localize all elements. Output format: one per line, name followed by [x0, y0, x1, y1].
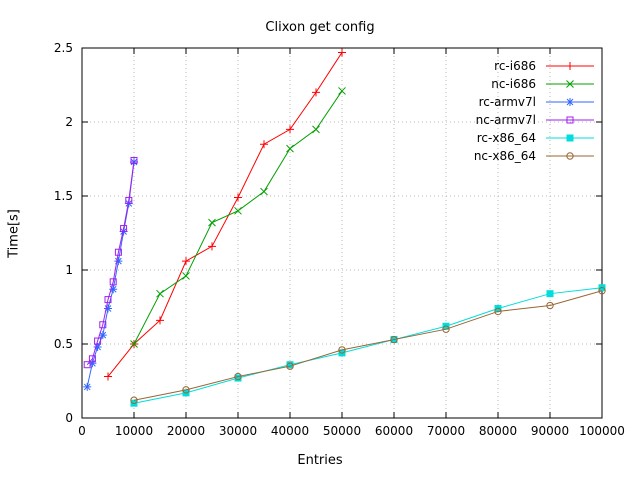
legend: rc-i686 nc-i686 rc-armv7l nc-armv7l rc-x86_6… [474, 59, 594, 163]
series-line-nc-armv7l [86, 160, 135, 366]
x-tick-label: 50000 [323, 424, 361, 438]
series-nc-x86_64 [130, 287, 606, 404]
series-line-nc-x86_64 [133, 290, 603, 401]
legend-item-rc-armv7l: rc-armv7l [479, 95, 594, 109]
tick-labels: 0 10000 20000 30000 40000 50000 60000 70000 8000… [54, 41, 625, 438]
series-line-rc-x86_64 [133, 287, 603, 404]
x-tick-label: 0 [78, 424, 86, 438]
legend-label: rc-x86_64 [477, 131, 536, 145]
y-axis-label: Time[s] [6, 209, 22, 258]
x-tick-label: 80000 [479, 424, 517, 438]
x-axis-label: Entries [297, 453, 343, 468]
legend-label: nc-armv7l [476, 113, 536, 127]
x-tick-label: 10000 [115, 424, 153, 438]
x-tick-label: 40000 [271, 424, 309, 438]
x-tick-label: 20000 [167, 424, 205, 438]
y-tick-label: 1.5 [54, 189, 73, 203]
y-tick-label: 1 [65, 263, 73, 277]
legend-item-rc-x86_64: rc-x86_64 [477, 131, 594, 145]
x-tick-label: 90000 [531, 424, 569, 438]
y-tick-label: 2.5 [54, 41, 73, 55]
legend-label: rc-i686 [494, 59, 536, 73]
legend-label: rc-armv7l [479, 95, 536, 109]
series-nc-i686 [130, 87, 346, 348]
series-nc-armv7l [83, 156, 138, 369]
x-tick-label: 60000 [375, 424, 413, 438]
legend-item-rc-i686: rc-i686 [494, 59, 594, 73]
legend-item-nc-armv7l: nc-armv7l [476, 113, 594, 127]
y-tick-label: 0 [65, 411, 73, 425]
x-tick-label: 70000 [427, 424, 465, 438]
y-tick-label: 2 [65, 115, 73, 129]
legend-item-nc-x86_64: nc-x86_64 [474, 149, 594, 163]
legend-label: nc-i686 [491, 77, 536, 91]
series-rc-x86_64 [130, 284, 606, 407]
legend-item-nc-i686: nc-i686 [491, 77, 594, 91]
grid-lines [82, 48, 602, 418]
x-tick-label: 30000 [219, 424, 257, 438]
x-tick-label: 100000 [579, 424, 625, 438]
legend-label: nc-x86_64 [474, 149, 536, 163]
axis-ticks [81, 47, 603, 419]
series-rc-i686 [104, 48, 346, 381]
chart-title: Clixon get config [265, 20, 375, 35]
series-line-rc-i686 [107, 52, 343, 377]
y-tick-label: 0.5 [54, 337, 73, 351]
